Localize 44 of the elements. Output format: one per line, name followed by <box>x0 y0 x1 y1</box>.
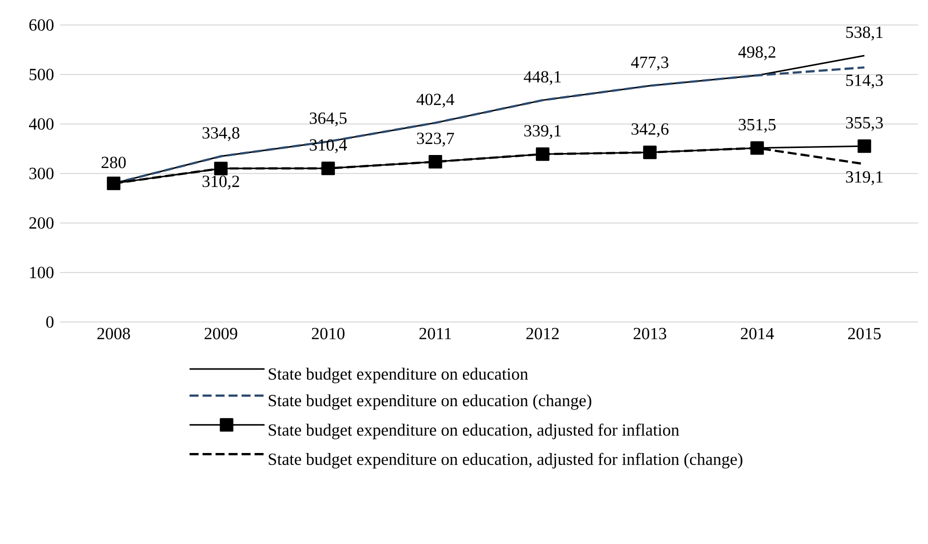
x-tick-label: 2008 <box>97 328 130 340</box>
data-label: 323,7 <box>417 132 454 147</box>
x-tick-label: 2010 <box>312 328 344 340</box>
legend-label: State budget expenditure on education (change) <box>268 394 592 410</box>
point <box>750 141 764 155</box>
data-label: 342,6 <box>632 123 669 138</box>
point <box>536 147 550 161</box>
legend-label: State budget expenditure on education, adjusted for inflation <box>268 424 680 440</box>
data-label: 514,3 <box>846 74 883 88</box>
x-tick-label: 2015 <box>848 328 881 340</box>
data-label: 334,8 <box>202 127 240 142</box>
point <box>321 162 335 176</box>
data-label: 355,3 <box>846 117 883 131</box>
data-label: 477,3 <box>631 56 668 71</box>
y-tick-label: 200 <box>29 217 54 229</box>
y-tick-label: 0 <box>46 316 54 328</box>
point <box>106 176 120 190</box>
x-tick-label: 2012 <box>526 328 559 340</box>
y-tick-label: 500 <box>30 68 54 80</box>
point <box>858 139 872 153</box>
data-label: 364,5 <box>310 112 347 126</box>
data-label: 448,1 <box>524 71 561 85</box>
data-label: 402,4 <box>416 94 454 108</box>
data-label: 319,1 <box>846 171 882 186</box>
data-label: 310,2 <box>202 176 240 190</box>
legend-label: State budget expenditure on education <box>268 368 528 384</box>
x-tick-label: 2009 <box>204 328 238 340</box>
data-label: 310,4 <box>310 139 347 154</box>
y-tick-label: 600 <box>29 19 54 31</box>
data-label: 339,1 <box>524 125 561 139</box>
y-tick-label: 300 <box>29 168 54 180</box>
point <box>643 146 657 160</box>
x-tick-label: 2011 <box>419 328 452 340</box>
data-label: 538,1 <box>846 26 882 40</box>
y-tick-label: 400 <box>28 118 54 130</box>
data-label: 498,2 <box>738 46 776 60</box>
point <box>214 162 228 176</box>
data-label: 351,5 <box>738 118 776 133</box>
data-label: 280 <box>102 156 126 168</box>
x-tick-label: 2013 <box>634 328 666 340</box>
legend-label: State budget expenditure on education, adjusted for inflation (change) <box>268 452 742 469</box>
y-tick-label: 100 <box>30 266 54 278</box>
x-tick-label: 2014 <box>740 328 774 340</box>
point <box>428 155 442 169</box>
